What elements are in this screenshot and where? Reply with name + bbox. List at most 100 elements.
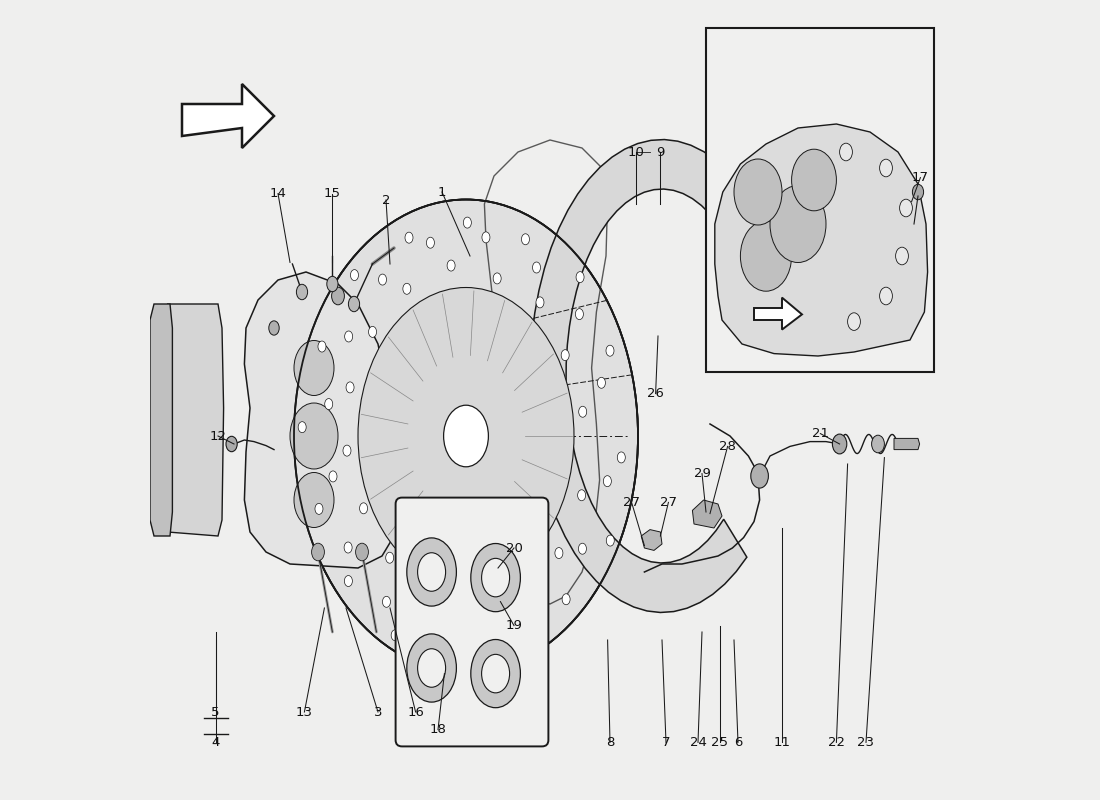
Ellipse shape (296, 284, 308, 300)
Text: 11: 11 (773, 736, 791, 749)
Polygon shape (894, 438, 920, 450)
Ellipse shape (294, 199, 638, 673)
Polygon shape (150, 304, 173, 536)
Ellipse shape (536, 297, 544, 308)
Ellipse shape (447, 260, 455, 271)
Polygon shape (530, 139, 782, 613)
Ellipse shape (324, 398, 332, 410)
Ellipse shape (329, 471, 337, 482)
Ellipse shape (407, 538, 456, 606)
Ellipse shape (482, 558, 509, 597)
Ellipse shape (349, 296, 360, 312)
Ellipse shape (521, 234, 529, 245)
Ellipse shape (383, 596, 390, 607)
Ellipse shape (900, 199, 912, 217)
Text: 10: 10 (628, 146, 645, 158)
Polygon shape (163, 304, 223, 536)
Ellipse shape (386, 552, 394, 563)
Text: 19: 19 (506, 619, 522, 632)
Ellipse shape (290, 403, 338, 469)
Ellipse shape (487, 614, 495, 625)
Text: 4: 4 (211, 736, 220, 749)
Text: 26: 26 (647, 387, 664, 400)
Ellipse shape (751, 464, 769, 488)
Ellipse shape (734, 159, 782, 225)
FancyBboxPatch shape (706, 28, 934, 372)
Ellipse shape (355, 543, 368, 561)
Ellipse shape (493, 273, 502, 284)
Ellipse shape (405, 232, 412, 243)
Text: 29: 29 (694, 467, 711, 480)
Ellipse shape (418, 553, 446, 591)
Ellipse shape (318, 341, 326, 352)
Text: 6: 6 (734, 736, 742, 749)
Ellipse shape (425, 581, 433, 592)
Polygon shape (715, 124, 927, 356)
Ellipse shape (346, 382, 354, 393)
Ellipse shape (343, 445, 351, 456)
Text: 18: 18 (430, 723, 447, 736)
Ellipse shape (606, 346, 614, 356)
Ellipse shape (294, 473, 334, 527)
Ellipse shape (471, 543, 520, 612)
Ellipse shape (912, 184, 924, 200)
Ellipse shape (331, 287, 344, 305)
Text: 15: 15 (323, 187, 341, 200)
Ellipse shape (451, 645, 459, 656)
Ellipse shape (408, 357, 524, 515)
Ellipse shape (848, 313, 860, 330)
Ellipse shape (294, 341, 334, 395)
Text: 3: 3 (374, 706, 383, 718)
Text: 8: 8 (606, 736, 614, 749)
Ellipse shape (463, 217, 472, 228)
Ellipse shape (418, 649, 446, 687)
Ellipse shape (398, 543, 410, 561)
Ellipse shape (315, 503, 323, 514)
Ellipse shape (443, 405, 488, 467)
Ellipse shape (540, 597, 548, 608)
Ellipse shape (344, 575, 352, 586)
Ellipse shape (770, 186, 826, 262)
Polygon shape (754, 298, 802, 330)
Ellipse shape (562, 594, 570, 605)
Ellipse shape (606, 535, 614, 546)
Ellipse shape (512, 639, 519, 650)
Text: 12: 12 (209, 430, 227, 442)
Ellipse shape (403, 283, 411, 294)
Ellipse shape (482, 654, 509, 693)
Ellipse shape (554, 547, 563, 558)
Ellipse shape (378, 274, 386, 285)
Ellipse shape (880, 159, 892, 177)
Text: 21: 21 (812, 427, 829, 440)
Ellipse shape (298, 422, 306, 433)
Text: 20: 20 (506, 542, 522, 554)
Ellipse shape (740, 221, 792, 291)
Ellipse shape (597, 378, 605, 388)
Text: 23: 23 (858, 736, 874, 749)
Ellipse shape (327, 276, 338, 292)
Ellipse shape (532, 262, 540, 273)
Ellipse shape (358, 287, 574, 585)
Ellipse shape (427, 238, 434, 248)
Ellipse shape (268, 321, 279, 335)
Text: 25: 25 (711, 736, 728, 749)
Ellipse shape (344, 331, 353, 342)
Ellipse shape (561, 350, 569, 361)
Text: 27: 27 (623, 496, 640, 509)
Ellipse shape (344, 542, 352, 553)
Ellipse shape (470, 598, 477, 610)
Ellipse shape (576, 272, 584, 282)
Ellipse shape (311, 543, 324, 561)
Ellipse shape (360, 503, 367, 514)
Text: 13: 13 (296, 706, 312, 718)
Text: 17: 17 (912, 171, 928, 184)
FancyBboxPatch shape (396, 498, 549, 746)
Polygon shape (641, 530, 662, 550)
Ellipse shape (482, 232, 490, 243)
Ellipse shape (895, 247, 909, 265)
Text: 16: 16 (407, 706, 424, 718)
Ellipse shape (226, 436, 238, 452)
Ellipse shape (407, 634, 456, 702)
Ellipse shape (579, 406, 586, 418)
Text: 5: 5 (211, 706, 220, 718)
